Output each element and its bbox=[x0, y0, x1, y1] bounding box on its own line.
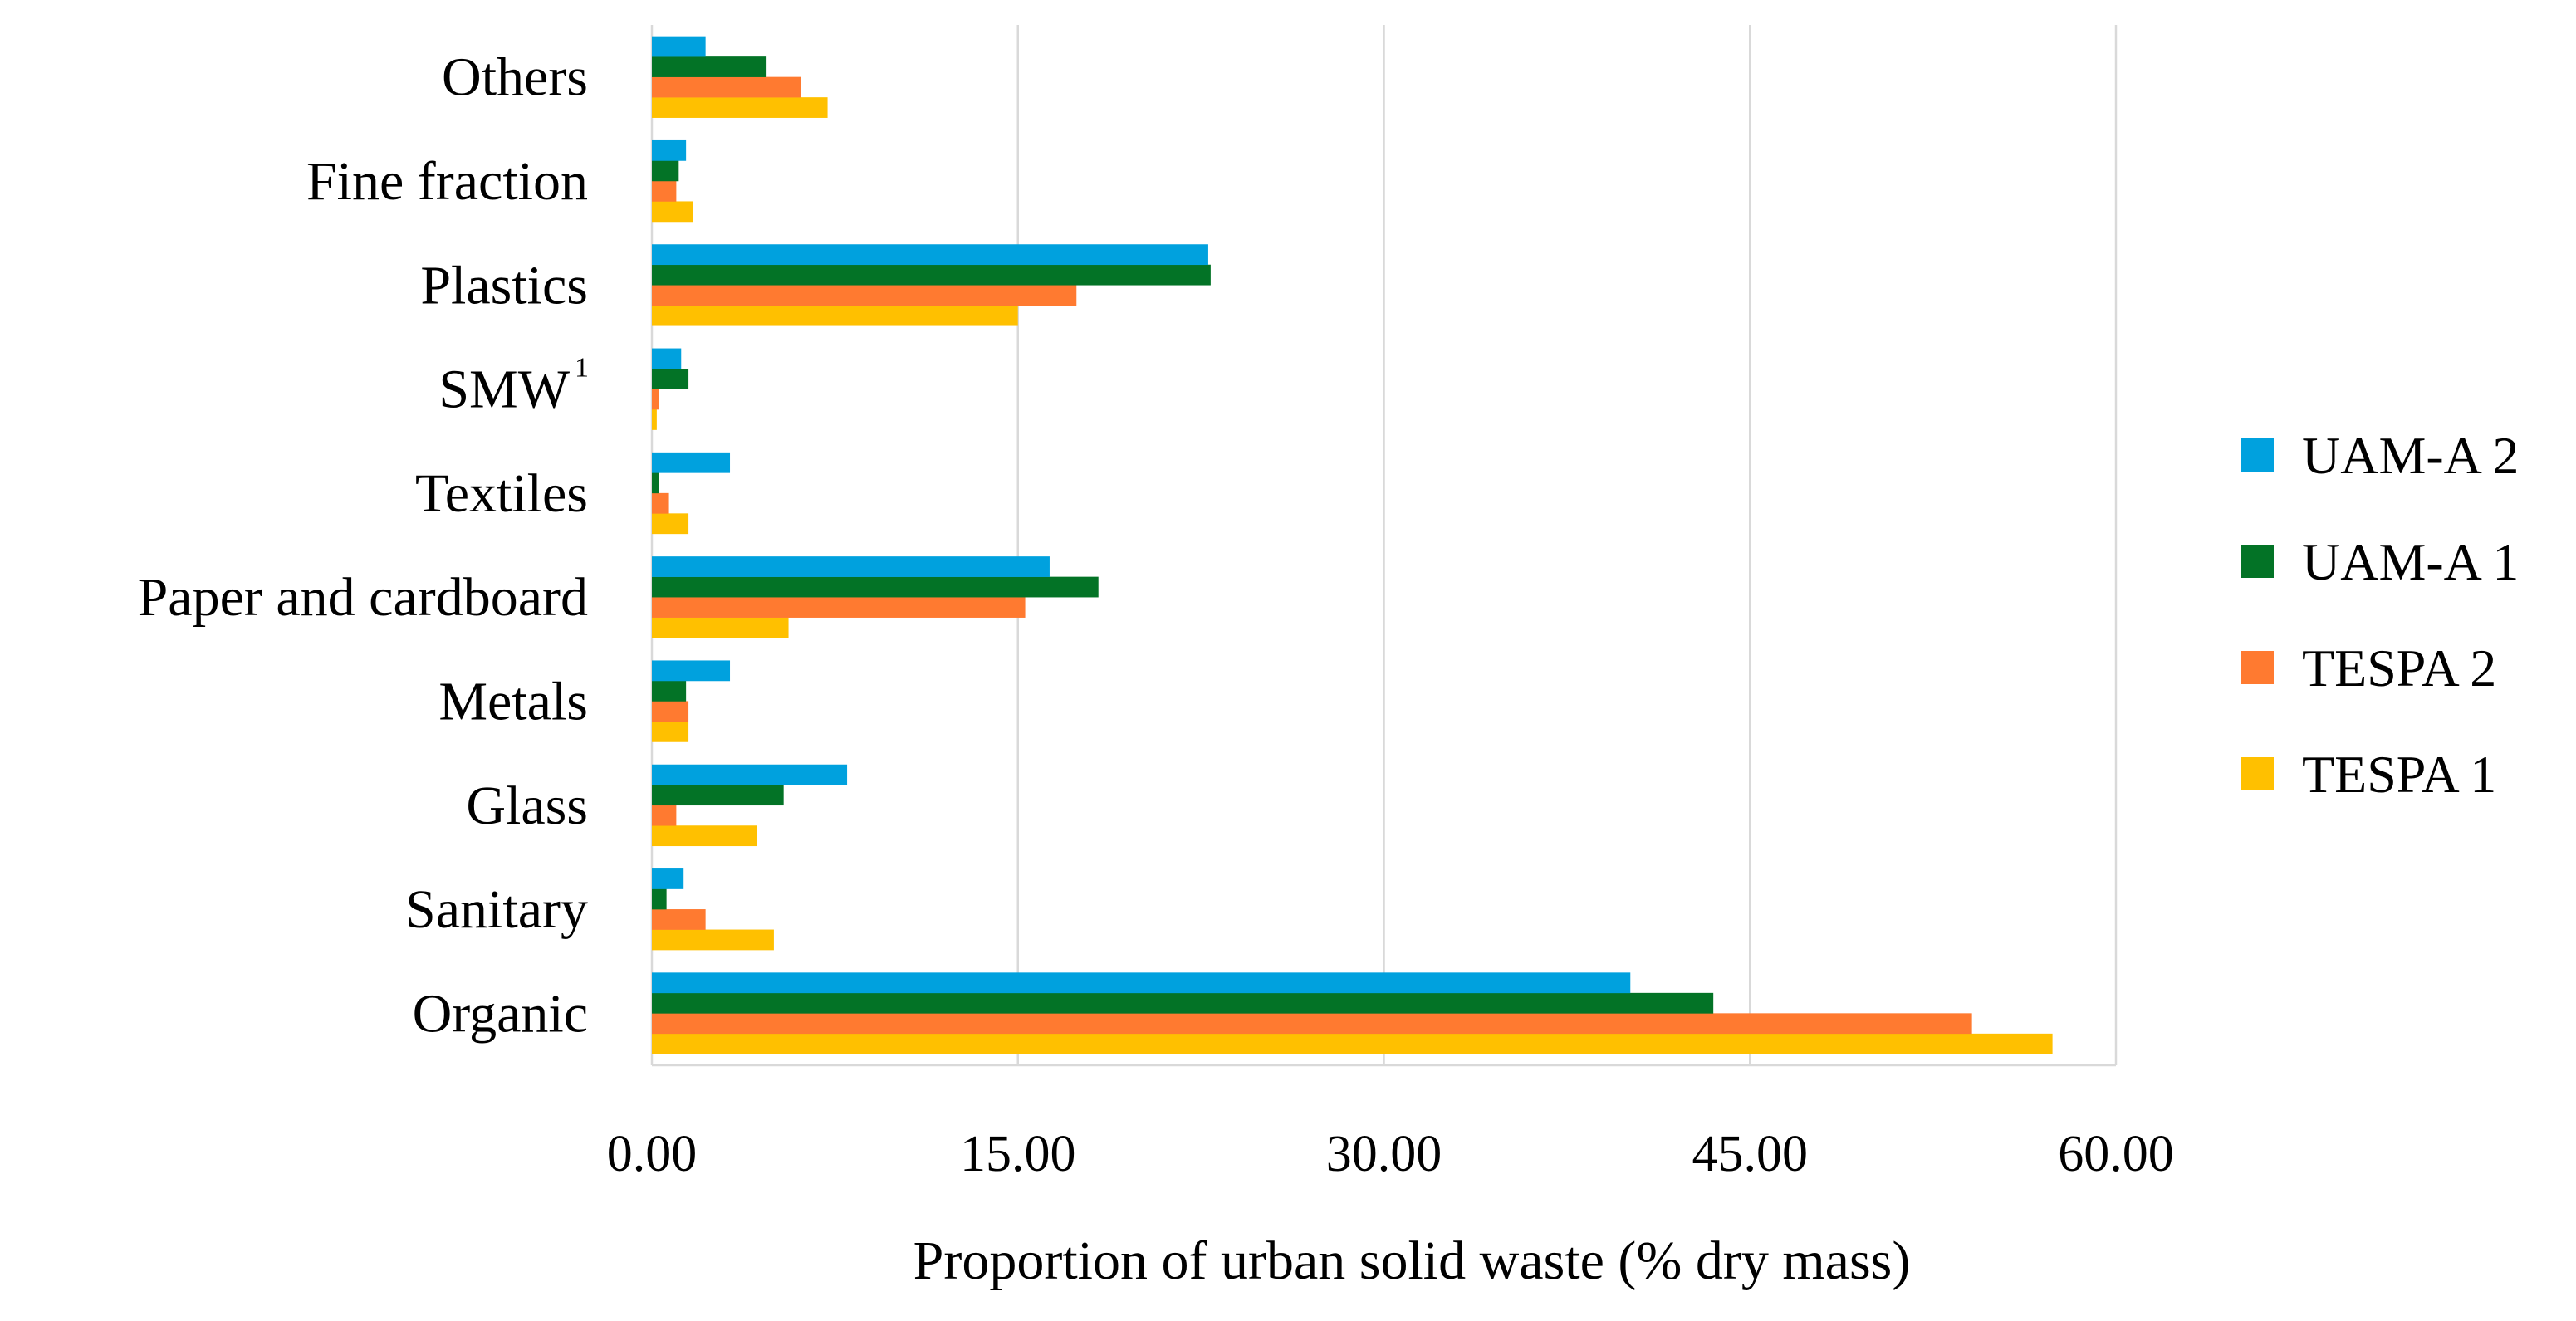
x-axis-tick-labels: 0.00 15.00 30.00 45.00 60.00 bbox=[607, 1126, 2174, 1182]
legend-item[interactable]: UAM-A 2 bbox=[2241, 426, 2519, 485]
category-label: Paper and cardboard bbox=[138, 567, 588, 628]
bar-tespa-1-plastics bbox=[652, 305, 1018, 326]
bar-uam-a-1-metals bbox=[652, 680, 687, 702]
bar-uam-a-1-glass bbox=[652, 785, 784, 806]
category-label: Textiles bbox=[415, 463, 588, 524]
bar-tespa-2-smw bbox=[652, 389, 659, 410]
legend-swatch bbox=[2241, 651, 2274, 684]
bar-uam-a-1-others bbox=[652, 56, 767, 77]
category-label: Sanitary bbox=[405, 879, 588, 940]
x-tick-label: 0.00 bbox=[607, 1126, 698, 1182]
category-label: Fine fraction bbox=[306, 151, 588, 212]
bar-tespa-2-metals bbox=[652, 701, 689, 722]
legend-label: TESPA 1 bbox=[2302, 745, 2496, 804]
category-label: Plastics bbox=[420, 255, 588, 316]
legend-label: UAM-A 2 bbox=[2302, 426, 2519, 485]
x-tick-label: 60.00 bbox=[2058, 1126, 2174, 1182]
x-tick-label: 15.00 bbox=[960, 1126, 1076, 1182]
bar-uam-a-2-others bbox=[652, 36, 706, 57]
gridlines bbox=[650, 25, 2118, 1067]
bar-tespa-2-plastics bbox=[652, 285, 1077, 306]
bar-tespa-1-smw bbox=[652, 409, 657, 430]
legend-label: TESPA 2 bbox=[2302, 638, 2496, 697]
category-label: Organic bbox=[413, 983, 588, 1044]
bar-tespa-2-others bbox=[652, 76, 801, 98]
bar-tespa-2-organic bbox=[652, 1013, 1972, 1035]
bar-uam-a-2-glass bbox=[652, 764, 848, 785]
bar-uam-a-2-metals bbox=[652, 660, 731, 682]
bar-tespa-1-metals bbox=[652, 721, 689, 742]
bar-uam-a-2-plastics bbox=[652, 244, 1208, 266]
x-tick-label: 30.00 bbox=[1326, 1126, 1442, 1182]
legend-item[interactable]: TESPA 1 bbox=[2241, 745, 2496, 804]
category-label: Others bbox=[442, 47, 588, 108]
legend-label: UAM-A 1 bbox=[2302, 532, 2519, 591]
category-label: Metals bbox=[438, 671, 588, 731]
x-axis-title: Proportion of urban solid waste (% dry m… bbox=[913, 1230, 1911, 1291]
bar-uam-a-1-organic bbox=[652, 992, 1714, 1014]
bar-tespa-2-textiles bbox=[652, 492, 669, 514]
category-label: Glass bbox=[466, 775, 588, 836]
bar-uam-a-1-sanitary bbox=[652, 888, 667, 910]
legend-swatch bbox=[2241, 545, 2274, 578]
bar-tespa-2-paper-and-cardboard bbox=[652, 597, 1026, 618]
bar-tespa-2-glass bbox=[652, 805, 677, 826]
bar-uam-a-2-smw bbox=[652, 348, 682, 369]
bar-uam-a-2-paper-and-cardboard bbox=[652, 556, 1050, 577]
bar-uam-a-1-plastics bbox=[652, 264, 1211, 286]
category-label-superscript: 1 bbox=[575, 353, 589, 384]
category-labels: Organic Sanitary Glass Metals Paper and card… bbox=[138, 47, 589, 1045]
legend-swatch bbox=[2241, 438, 2274, 472]
bar-tespa-1-organic bbox=[652, 1033, 2053, 1054]
bar-tespa-1-sanitary bbox=[652, 929, 774, 951]
legend[interactable]: UAM-A 2 UAM-A 1 TESPA 2 TESPA 1 bbox=[2241, 426, 2519, 804]
bar-tespa-1-glass bbox=[652, 825, 757, 847]
bar-tespa-1-textiles bbox=[652, 513, 689, 535]
legend-item[interactable]: TESPA 2 bbox=[2241, 638, 2496, 697]
bar-tespa-2-sanitary bbox=[652, 909, 706, 930]
bar-uam-a-2-sanitary bbox=[652, 868, 684, 889]
legend-swatch bbox=[2241, 757, 2274, 790]
x-tick-label: 45.00 bbox=[1692, 1126, 1809, 1182]
bar-uam-a-1-textiles bbox=[652, 472, 659, 494]
bar-uam-a-2-organic bbox=[652, 972, 1631, 994]
bar-uam-a-2-fine-fraction bbox=[652, 139, 687, 161]
bars bbox=[652, 36, 2053, 1054]
bar-uam-a-1-paper-and-cardboard bbox=[652, 576, 1099, 598]
bar-tespa-1-paper-and-cardboard bbox=[652, 617, 789, 638]
category-label: SMW bbox=[438, 360, 570, 420]
bar-tespa-1-others bbox=[652, 97, 828, 118]
bar-tespa-1-fine-fraction bbox=[652, 201, 693, 223]
bar-uam-a-1-fine-fraction bbox=[652, 160, 679, 182]
bar-uam-a-2-textiles bbox=[652, 452, 731, 473]
legend-item[interactable]: UAM-A 1 bbox=[2241, 532, 2519, 591]
bar-uam-a-1-smw bbox=[652, 369, 689, 389]
bar-tespa-2-fine-fraction bbox=[652, 180, 677, 202]
